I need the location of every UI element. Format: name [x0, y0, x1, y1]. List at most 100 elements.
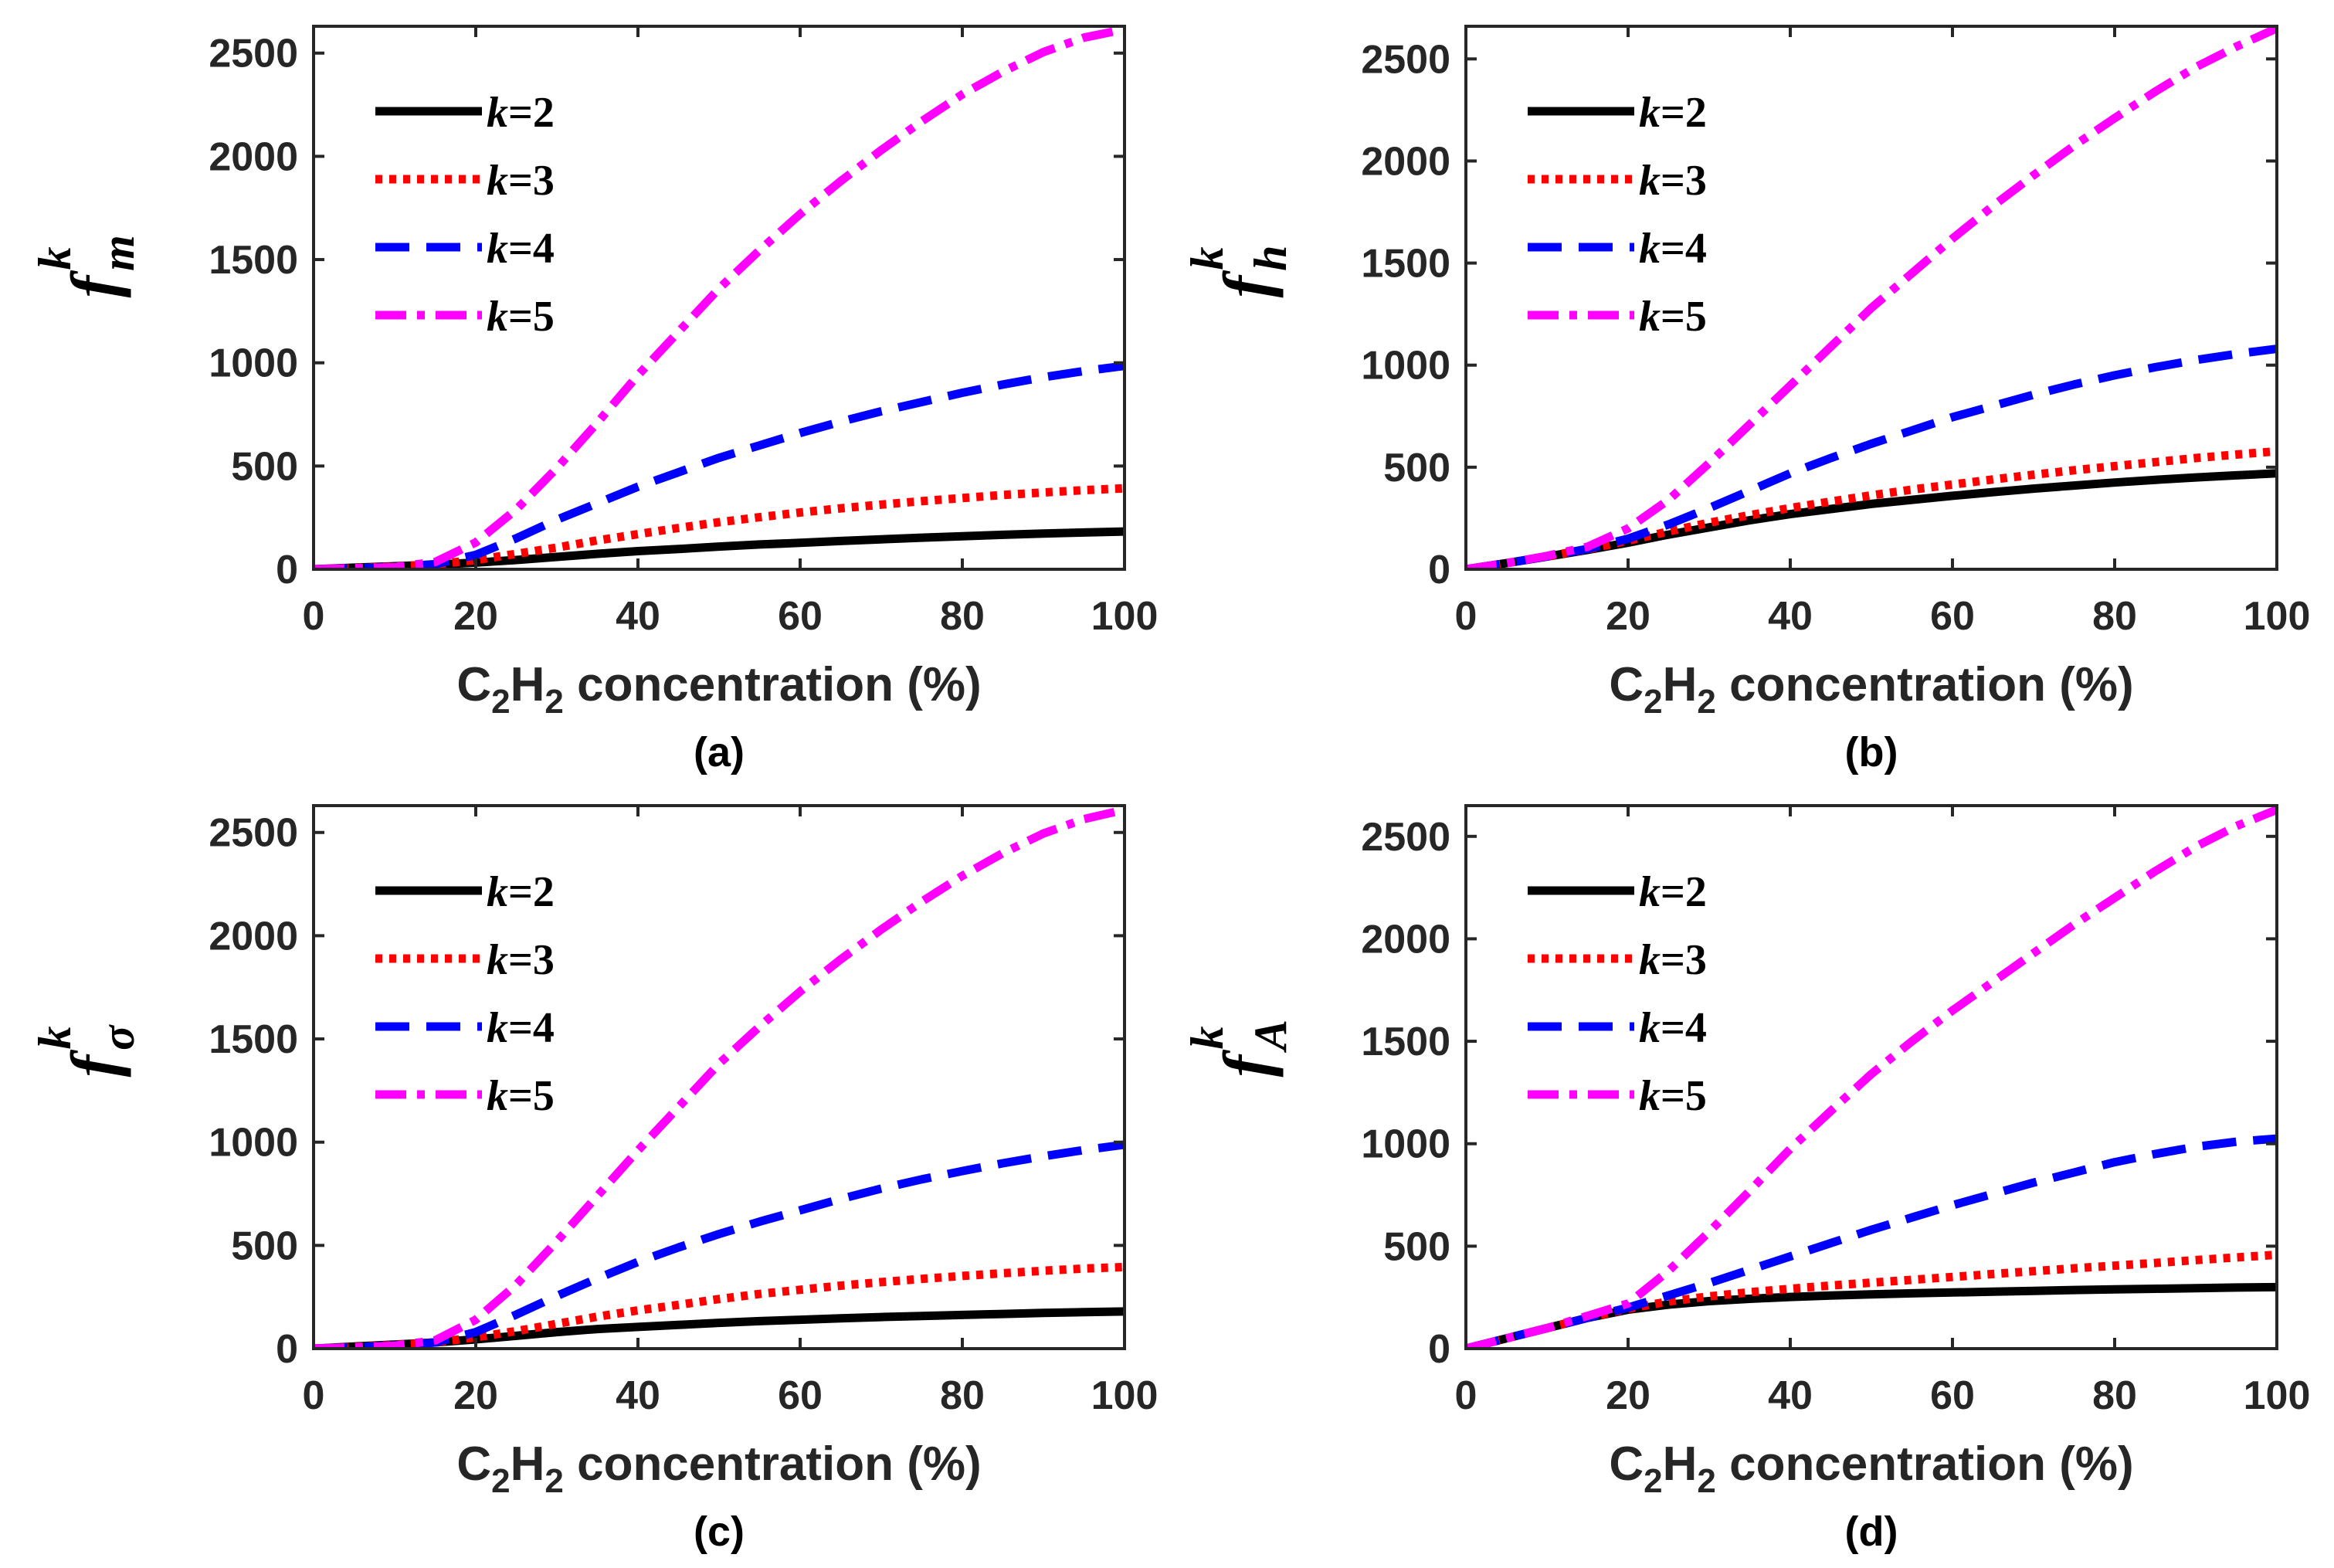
- x-tick-label: 40: [1768, 594, 1813, 639]
- legend-label-k3: k=3: [1639, 157, 1707, 205]
- x-tick-label: 60: [778, 1373, 823, 1418]
- x-tick-label: 20: [1606, 1373, 1650, 1418]
- panel-caption: (a): [694, 729, 745, 776]
- y-tick-label: 2000: [209, 134, 298, 179]
- x-tick-label: 80: [2092, 594, 2137, 639]
- legend-label-k3: k=3: [487, 157, 555, 205]
- legend-label-k4: k=4: [487, 1004, 555, 1052]
- y-tick-label: 2500: [1361, 37, 1450, 82]
- x-tick-label: 20: [1606, 594, 1650, 639]
- series-group: [314, 805, 1126, 1349]
- x-tick-label: 20: [453, 594, 498, 639]
- x-tick-label: 60: [1930, 594, 1975, 639]
- plot-area: [314, 806, 1125, 1349]
- x-tick-label: 100: [1091, 1373, 1159, 1418]
- x-tick-label: 80: [940, 594, 985, 639]
- axes-box: [312, 25, 1126, 571]
- series-line-k4: [314, 1140, 1125, 1349]
- x-axis-label: C2H2 concentration (%): [456, 658, 981, 721]
- x-tick-label: 100: [2244, 594, 2311, 639]
- y-tick-label: 2000: [1361, 139, 1450, 184]
- x-axis-label: C2H2 concentration (%): [456, 1437, 981, 1500]
- legend: k=2 k=3 k=4 k=5: [1528, 89, 1707, 341]
- series-line-k5: [1466, 806, 2279, 1349]
- x-axis-label: C2H2 concentration (%): [1609, 1437, 2133, 1500]
- panel-caption: (d): [1845, 1509, 1898, 1555]
- y-axis-label-sup: k: [1182, 247, 1233, 270]
- y-tick-label: 2000: [1361, 917, 1450, 962]
- legend-label-k5: k=5: [487, 1072, 555, 1120]
- legend-label-k4: k=4: [487, 225, 555, 273]
- x-tick-label: 100: [1091, 594, 1159, 639]
- y-tick-label: 0: [276, 548, 298, 592]
- series-group: [1466, 806, 2279, 1349]
- legend-label-k5: k=5: [1639, 1072, 1707, 1120]
- legend-label-k2: k=2: [487, 89, 555, 137]
- y-tick-label: 1000: [1361, 1122, 1450, 1167]
- plot-area: [314, 26, 1125, 569]
- x-tick-label: 40: [616, 594, 660, 639]
- y-tick-label: 1000: [1361, 344, 1450, 389]
- x-tick-label: 60: [778, 594, 823, 639]
- x-tick-label: 80: [940, 1373, 985, 1418]
- y-tick-label: 0: [1428, 1327, 1450, 1372]
- series-group: [1466, 24, 2279, 569]
- legend-label-k3: k=3: [487, 936, 555, 984]
- y-tick-label: 0: [1428, 548, 1450, 592]
- axes-box: [1464, 804, 2278, 1350]
- y-tick-label: 500: [1383, 446, 1450, 490]
- y-tick-label: 1500: [1361, 242, 1450, 287]
- legend: k=2 k=3 k=4 k=5: [1528, 868, 1707, 1120]
- y-tick-label: 2500: [1361, 815, 1450, 860]
- y-tick-label: 2500: [209, 811, 298, 856]
- x-tick-label: 40: [616, 1373, 660, 1418]
- x-axis-label: C2H2 concentration (%): [1609, 658, 2133, 721]
- series-line-k4: [1466, 344, 2278, 569]
- legend-label-k5: k=5: [1639, 293, 1707, 341]
- legend-label-k4: k=4: [1639, 1004, 1707, 1052]
- legend-label-k5: k=5: [487, 293, 555, 341]
- series-line-k5: [314, 805, 1126, 1349]
- legend-label-k4: k=4: [1639, 225, 1707, 273]
- series-line-k2: [1466, 469, 2278, 569]
- y-tick-label: 1500: [209, 1017, 298, 1062]
- y-axis-label: fhk: [1182, 245, 1296, 297]
- x-tick-label: 80: [2092, 1373, 2137, 1418]
- y-tick-label: 500: [231, 444, 298, 489]
- legend: k=2 k=3 k=4 k=5: [375, 868, 555, 1120]
- legend: k=2 k=3 k=4 k=5: [375, 89, 555, 341]
- series-line-k4: [1466, 1134, 2278, 1349]
- y-tick-label: 500: [1383, 1224, 1450, 1269]
- y-tick-label: 1000: [209, 341, 298, 386]
- panel-caption: (c): [694, 1509, 745, 1555]
- x-tick-label: 0: [303, 1373, 325, 1418]
- y-tick-label: 1500: [209, 238, 298, 283]
- y-tick-label: 1000: [209, 1121, 298, 1166]
- x-tick-label: 60: [1930, 1373, 1975, 1418]
- legend-label-k2: k=2: [1639, 89, 1707, 137]
- x-tick-label: 100: [2244, 1373, 2311, 1418]
- y-axis-label-sup: k: [29, 1027, 80, 1050]
- y-tick-label: 2000: [209, 914, 298, 959]
- axes-box: [312, 804, 1126, 1350]
- y-tick-label: 500: [231, 1224, 298, 1268]
- y-tick-label: 2500: [209, 32, 298, 76]
- y-axis-label-sup: k: [29, 247, 80, 270]
- legend-label-k2: k=2: [487, 868, 555, 916]
- panel-caption: (b): [1845, 729, 1898, 776]
- x-tick-label: 40: [1768, 1373, 1813, 1418]
- y-tick-label: 0: [276, 1327, 298, 1372]
- x-tick-label: 20: [453, 1373, 498, 1418]
- x-tick-label: 0: [1455, 1373, 1477, 1418]
- legend-label-k3: k=3: [1639, 936, 1707, 984]
- series-line-k4: [314, 361, 1125, 569]
- series-line-k3: [314, 1262, 1125, 1349]
- series-group: [314, 25, 1126, 569]
- x-tick-label: 0: [303, 594, 325, 639]
- series-line-k3: [1466, 446, 2278, 569]
